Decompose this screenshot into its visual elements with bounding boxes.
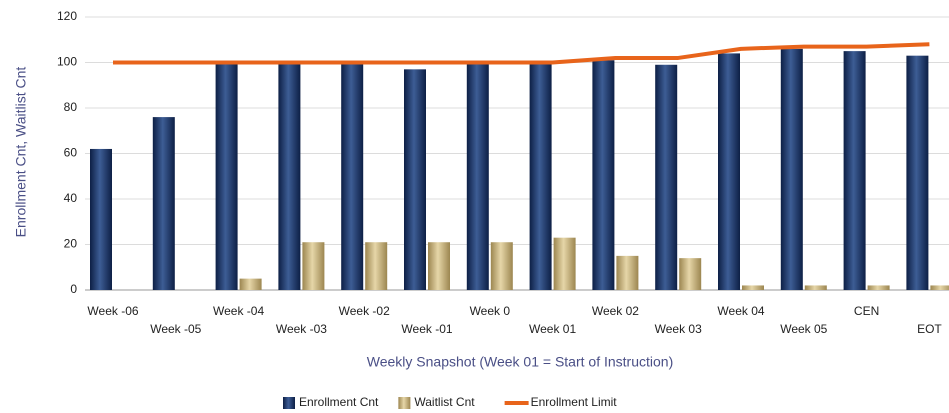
bar: [655, 64, 678, 291]
bar: [90, 148, 112, 290]
bar: [341, 62, 364, 290]
y-axis-title: Enrollment Cnt, Waitlist Cnt: [13, 67, 29, 238]
bar: [718, 53, 740, 291]
y-tick-label: 60: [64, 146, 78, 160]
bar: [616, 255, 639, 290]
y-tick-label: 20: [64, 237, 78, 251]
legend-label: Enrollment Cnt: [299, 395, 379, 409]
y-tick-label: 40: [64, 191, 78, 205]
bar: [466, 62, 489, 290]
y-tick-label: 0: [70, 282, 77, 296]
legend-label: Enrollment Limit: [531, 395, 618, 409]
bar: [428, 242, 450, 290]
bar: [239, 278, 262, 290]
x-tick-label: Week -06: [87, 304, 138, 318]
y-tick-label: 80: [64, 100, 78, 114]
x-tick-label: Week -01: [401, 322, 452, 336]
bar: [152, 117, 175, 290]
bar: [592, 60, 615, 290]
y-tick-label: 100: [57, 55, 77, 69]
bar: [906, 55, 929, 290]
bar: [278, 62, 301, 290]
bar: [215, 62, 238, 290]
bar: [404, 69, 426, 290]
x-tick-label: Week -04: [213, 304, 264, 318]
legend-swatch: [283, 397, 295, 409]
bar: [679, 258, 702, 290]
bar: [843, 51, 866, 290]
bar: [553, 237, 576, 290]
x-tick-label: Week 02: [592, 304, 639, 318]
bar: [365, 242, 388, 290]
x-tick-label: EOT: [917, 322, 942, 336]
bar: [867, 285, 890, 290]
x-tick-label: Week -03: [276, 322, 327, 336]
bar: [529, 62, 552, 290]
x-tick-label: Week 01: [529, 322, 576, 336]
x-tick-label: CEN: [854, 304, 879, 318]
x-tick-label: Week -02: [339, 304, 390, 318]
x-tick-label: Week 04: [717, 304, 764, 318]
line: [113, 42, 930, 65]
x-tick-label: Week 05: [780, 322, 827, 336]
bar: [804, 285, 827, 290]
bar: [490, 242, 513, 290]
legend-label: Waitlist Cnt: [414, 395, 475, 409]
x-tick-label: Week 0: [470, 304, 511, 318]
bar: [742, 285, 764, 290]
bar: [302, 242, 325, 290]
x-axis-title: Weekly Snapshot (Week 01 = Start of Inst…: [367, 354, 673, 370]
bar: [930, 285, 949, 290]
y-tick-label: 120: [57, 9, 77, 23]
bar: [780, 48, 803, 290]
x-tick-label: Week 03: [655, 322, 702, 336]
legend-swatch: [398, 397, 411, 409]
x-tick-label: Week -05: [150, 322, 201, 336]
